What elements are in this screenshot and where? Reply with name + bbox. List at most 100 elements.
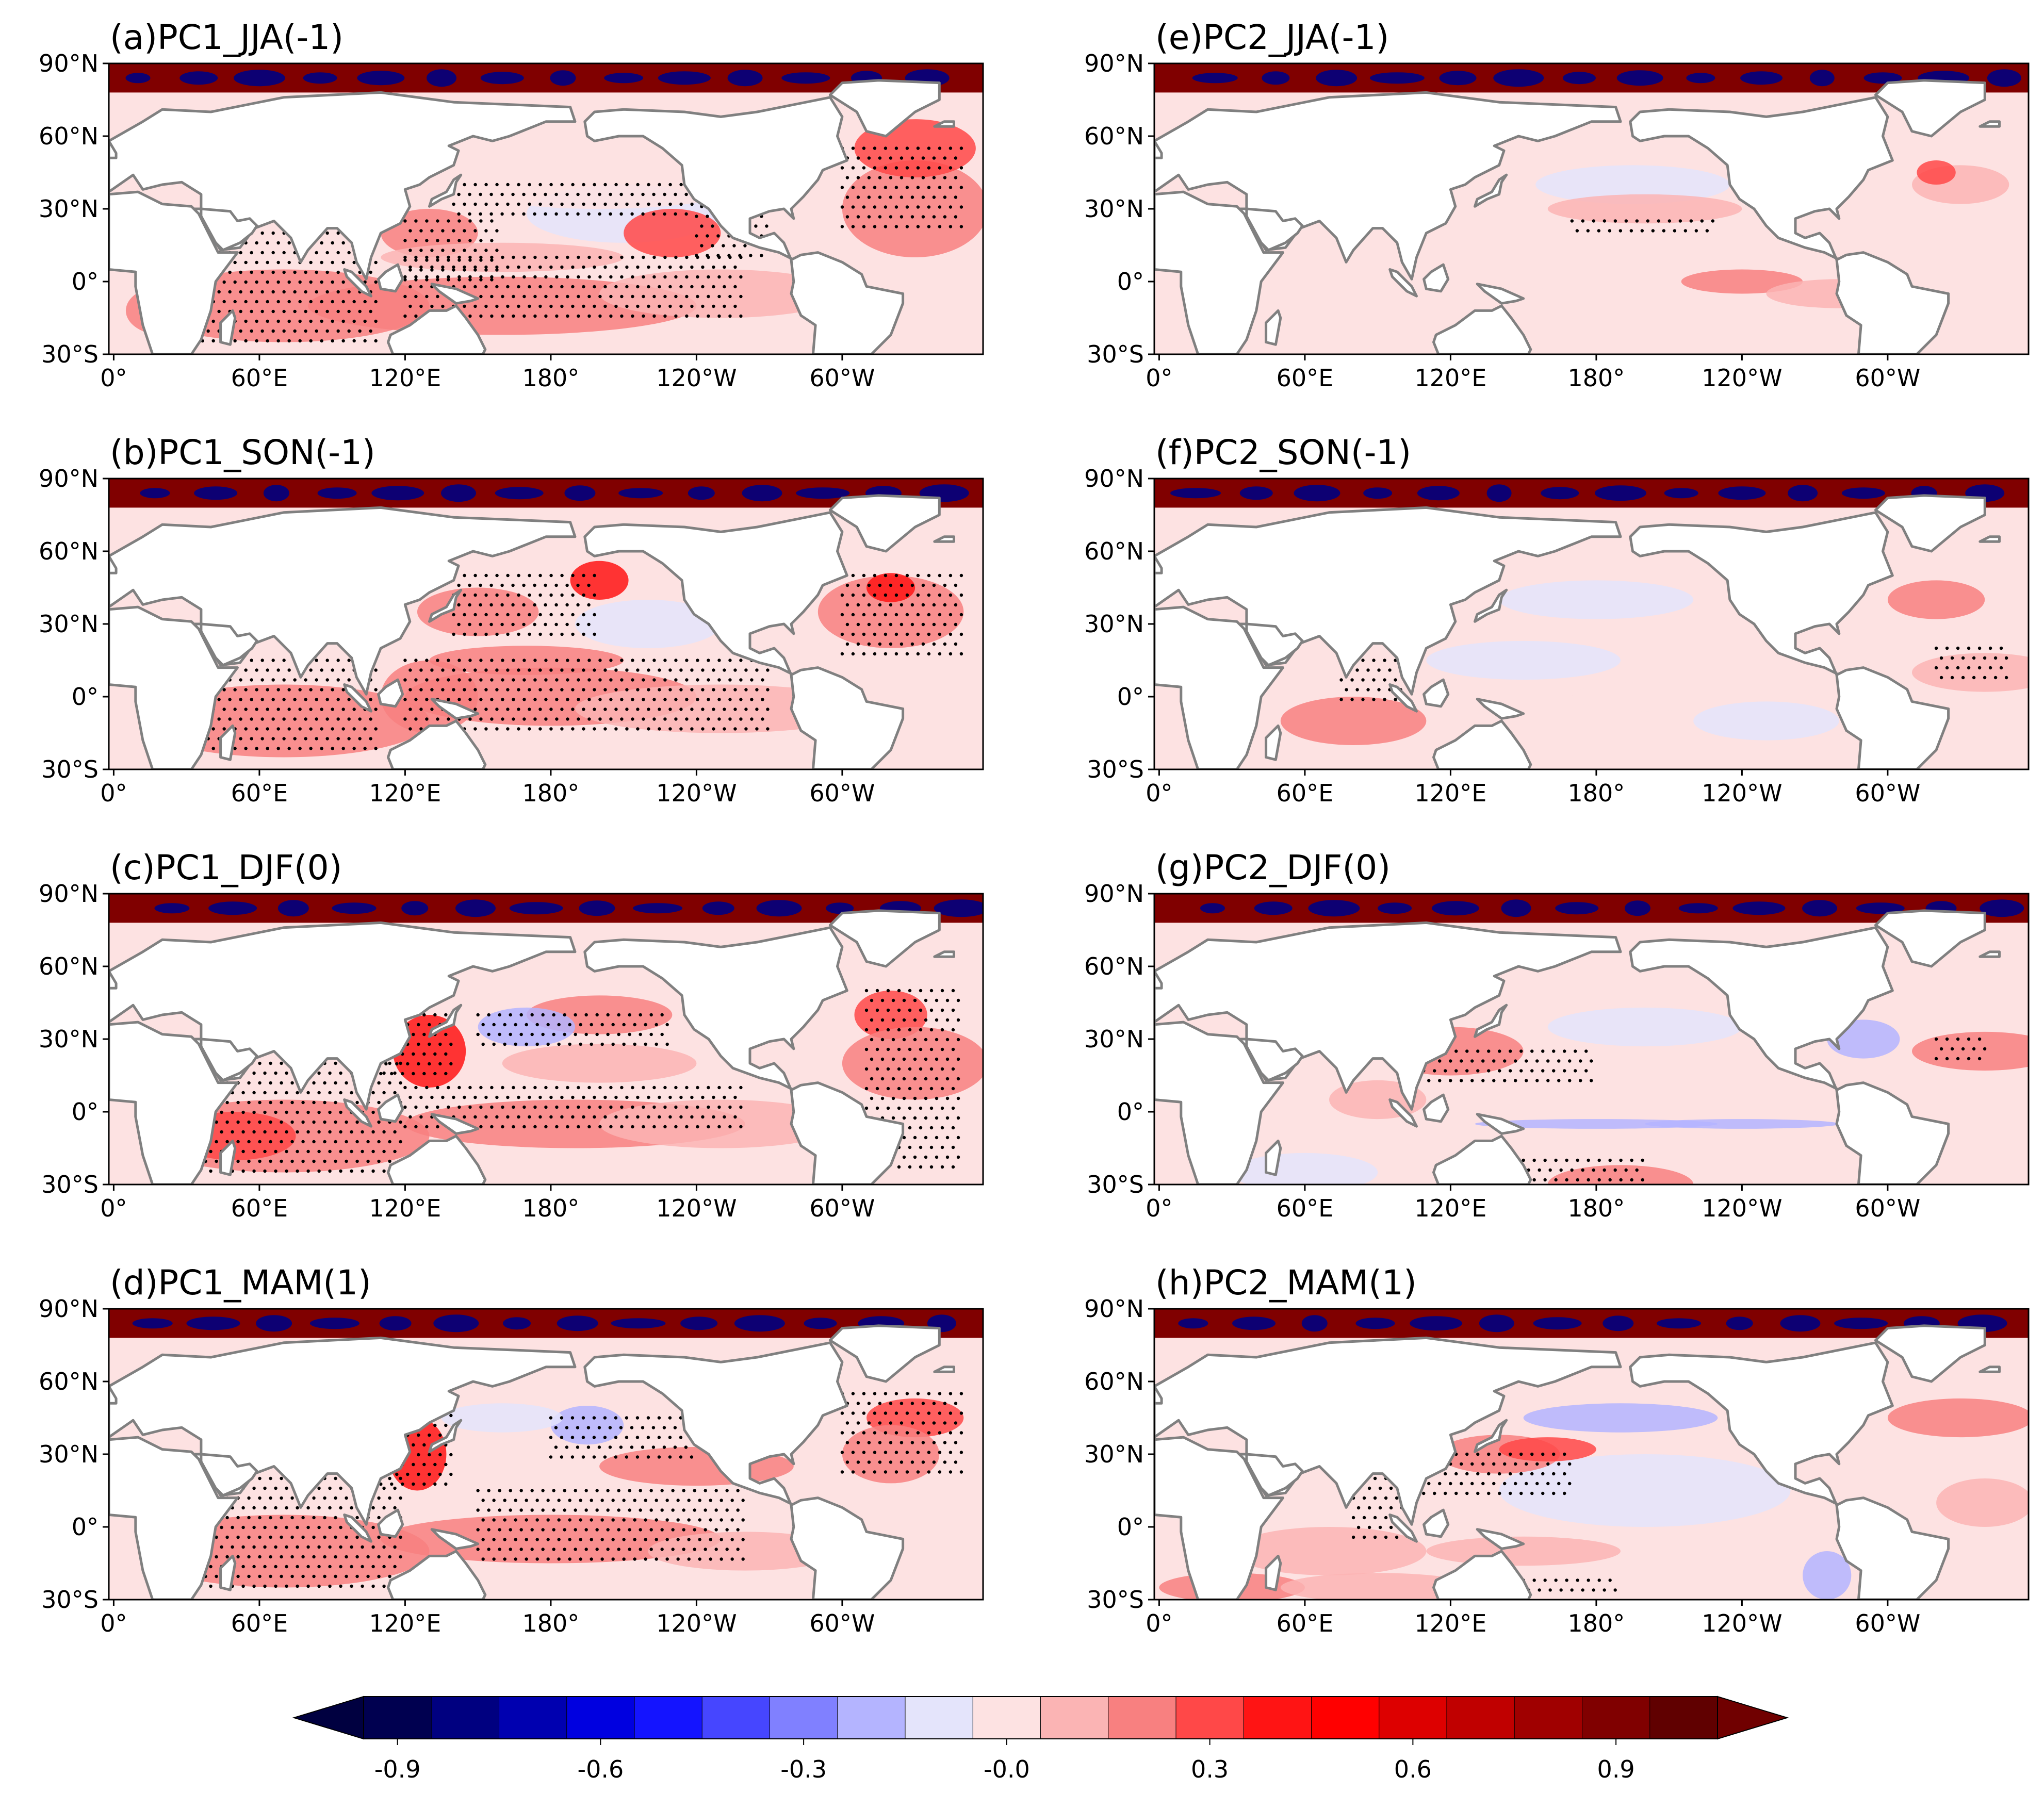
coastline <box>430 1528 480 1550</box>
polar-negative-patch <box>1856 902 1905 914</box>
colorbar-swatch <box>1514 1696 1583 1739</box>
panel-title: (f)PC2_SON(-1) <box>1155 433 1411 472</box>
lon-tick-label: 120°W <box>1702 779 1782 807</box>
lon-tick-label: 120°W <box>656 779 737 807</box>
coastline <box>219 1139 237 1176</box>
coastline <box>1978 950 2001 958</box>
lat-tick-label: 30°N <box>1084 195 1144 223</box>
coastline <box>1245 622 1304 667</box>
polar-negative-patch <box>1294 485 1340 502</box>
coastline <box>109 190 239 354</box>
lat-tick-label: 30°S <box>41 755 99 783</box>
coastline <box>109 969 118 990</box>
lon-tick-label: 180° <box>522 1194 580 1222</box>
lat-tick-label: 90°N <box>1084 1295 1144 1323</box>
coastline <box>1978 535 2001 543</box>
polar-negative-patch <box>1987 69 2021 87</box>
coastline <box>343 1514 372 1543</box>
lat-tick-label: 60°N <box>1084 537 1144 565</box>
lat-tick-label: 90°N <box>39 465 99 492</box>
polar-negative-patch <box>186 1317 240 1330</box>
polar-negative-patch <box>1555 902 1599 915</box>
colorbar-swatch <box>1243 1696 1312 1739</box>
lat-tick-label: 60°N <box>39 1368 99 1395</box>
coastline <box>933 1366 955 1373</box>
anomaly-patch <box>550 1406 624 1445</box>
lon-tick-label: 120°E <box>369 1609 441 1637</box>
coastline <box>343 1098 372 1128</box>
anomaly-patch <box>1547 1007 1742 1047</box>
colorbar-swatch <box>837 1696 906 1739</box>
polar-negative-patch <box>455 899 496 917</box>
polar-negative-patch <box>1533 1317 1582 1330</box>
continents <box>1154 79 2001 354</box>
coastline <box>790 666 905 769</box>
polar-negative-patch <box>633 903 683 914</box>
colorbar-swatch <box>1108 1696 1176 1739</box>
coastline <box>1422 1093 1450 1123</box>
colorbar-swatch <box>499 1696 567 1739</box>
anomaly-patch <box>854 991 927 1039</box>
significance-stipple <box>185 573 963 750</box>
continents <box>109 1324 955 1600</box>
lon-tick-label: 60°W <box>1855 1194 1920 1222</box>
polar-negative-patch <box>1493 69 1544 87</box>
coastline <box>200 207 258 252</box>
coastline <box>1245 1453 1304 1497</box>
lat-tick-label: 30°S <box>41 1586 99 1614</box>
lon-tick-label: 120°W <box>1702 364 1782 392</box>
polar-negative-patch <box>804 1318 837 1329</box>
anomaly-patch <box>1912 1031 2029 1071</box>
coastline <box>1874 909 1986 968</box>
coastline <box>1265 1554 1282 1591</box>
panel-title: (h)PC2_MAM(1) <box>1155 1263 1417 1303</box>
map-panel-b: (b)PC1_SON(-1)90°N60°N30°N0°30°S0° 60°E 12… <box>39 433 984 807</box>
polar-negative-patch <box>401 901 429 916</box>
polar-negative-patch <box>1732 901 1786 915</box>
coastline <box>109 605 239 769</box>
lon-tick-label: 120°E <box>369 364 441 392</box>
coastline <box>1265 1139 1282 1176</box>
lat-tick-label: 0° <box>1117 268 1144 295</box>
lon-tick-label: 0° <box>100 779 127 807</box>
lon-tick-label: 180° <box>522 364 580 392</box>
polar-negative-patch <box>702 901 734 915</box>
coastline <box>1476 1113 1525 1135</box>
polar-negative-patch <box>1417 486 1460 501</box>
lat-tick-label: 30°S <box>1087 1171 1144 1198</box>
lat-tick-label: 90°N <box>39 1295 99 1323</box>
polar-negative-patch <box>1170 488 1221 499</box>
polar-negative-patch <box>604 73 644 84</box>
lat-tick-label: 30°N <box>39 195 99 223</box>
coastline <box>1835 1496 1950 1600</box>
coastline <box>1474 588 1508 623</box>
polar-negative-patch <box>1363 487 1393 499</box>
coastline <box>1154 1436 1284 1600</box>
anomaly-patch <box>453 160 745 209</box>
lat-tick-label: 90°N <box>39 50 99 77</box>
lat-tick-label: 30°N <box>1084 1025 1144 1053</box>
lon-tick-label: 180° <box>1568 1194 1625 1222</box>
coastline <box>200 1038 258 1082</box>
colorbar-tick-label: 0.6 <box>1394 1755 1432 1783</box>
anomaly-patch <box>624 209 721 257</box>
polar-negative-patch <box>1308 900 1360 917</box>
lat-tick-label: 30°S <box>1087 1586 1144 1614</box>
polar-negative-patch <box>179 71 218 85</box>
coastline <box>1388 1514 1418 1543</box>
coastline <box>200 622 258 667</box>
colorbar-tick-label: -0.6 <box>577 1755 624 1783</box>
polar-negative-patch <box>1301 1315 1328 1332</box>
coastline <box>1874 494 1986 553</box>
coastline <box>1474 1419 1508 1453</box>
panel-title: (e)PC2_JJA(-1) <box>1155 18 1389 57</box>
anomaly-patch <box>1547 194 1742 224</box>
panel-title: (a)PC1_JJA(-1) <box>110 18 344 57</box>
polar-negative-patch <box>1603 1315 1634 1331</box>
coastline <box>828 909 941 968</box>
polar-negative-patch <box>680 1317 718 1330</box>
colorbar-tick-label: -0.0 <box>984 1755 1030 1783</box>
polar-negative-patch <box>658 71 711 85</box>
polar-negative-patch <box>433 1314 479 1333</box>
continents <box>1154 1324 2001 1600</box>
